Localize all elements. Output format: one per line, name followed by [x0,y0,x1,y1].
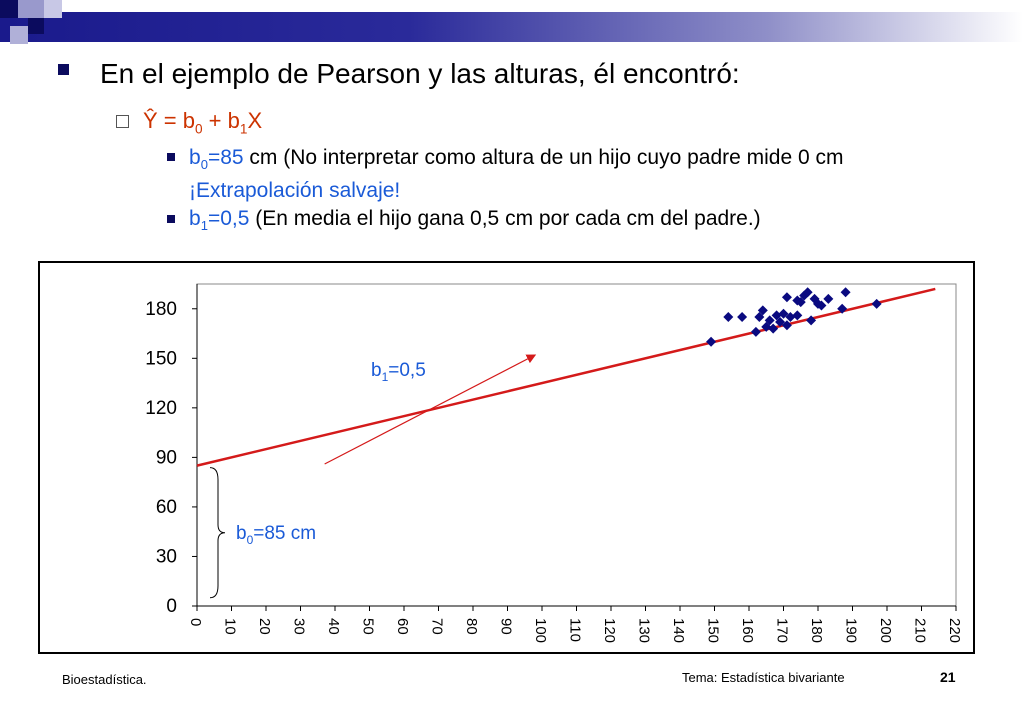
logo-square [10,26,28,44]
regression-equation: Ŷ = b0 + b1X [143,108,263,137]
page-number: 21 [940,669,956,685]
logo-square [18,0,44,18]
bullet-text: En el ejemplo de Pearson y las alturas, … [100,58,740,89]
footer-topic: Tema: Estadística bivariante [682,670,845,685]
bullet-hollow-square [116,115,129,128]
bullet-square [167,215,175,223]
logo-square [0,0,18,18]
slope-explanation: b1=0,5 (En media el hijo gana 0,5 cm por… [189,207,761,234]
bullet-square [58,64,69,75]
bullet-square [167,153,175,161]
chart-frame [38,261,975,654]
intercept-explanation: b0=85 cm (No interpretar como altura de … [189,146,844,203]
header-bar [0,12,1023,42]
logo-square [44,0,62,18]
logo-square [28,18,44,34]
footer-course: Bioestadística. [62,672,147,687]
